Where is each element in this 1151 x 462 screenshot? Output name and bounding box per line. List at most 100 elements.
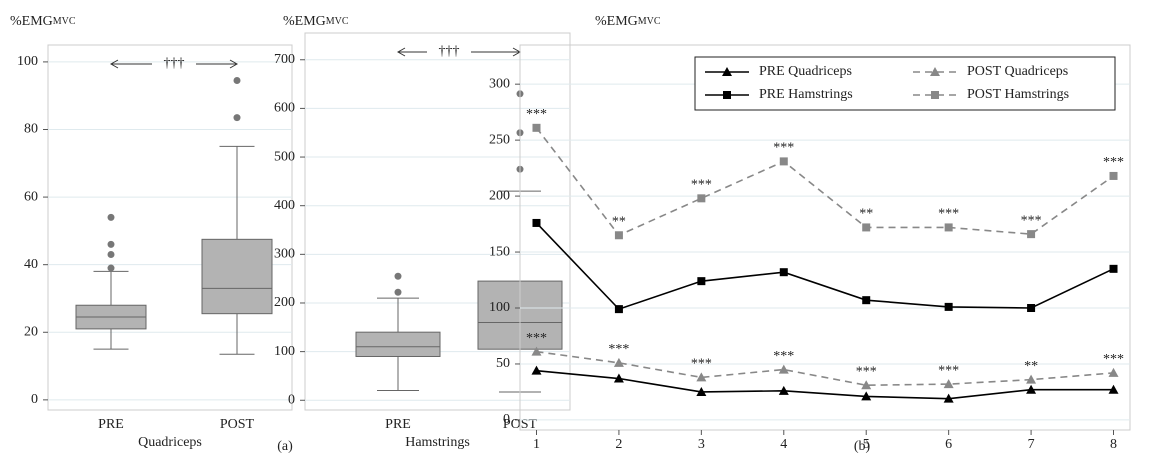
y-tick-label: 0 <box>503 412 510 427</box>
point <box>944 302 953 311</box>
y-axis-label: %EMGMVC <box>283 14 349 29</box>
point <box>1108 384 1119 394</box>
outlier <box>107 251 115 259</box>
y-tick-label: 60 <box>24 189 38 204</box>
panel-label: (a) <box>277 439 293 454</box>
plot-frame <box>47 44 293 411</box>
y-tick-label: 400 <box>274 198 295 213</box>
y-tick-label: 0 <box>31 392 38 407</box>
legend-label: POST Hamstrings <box>967 87 1069 102</box>
point-label: *** <box>938 207 959 222</box>
point <box>943 379 954 389</box>
legend-marker <box>931 91 939 99</box>
point <box>779 157 788 166</box>
y-label-sub: MVC <box>638 16 661 27</box>
x-axis-label: Hamstrings <box>405 435 470 450</box>
point <box>696 372 707 382</box>
point-label: *** <box>1021 213 1042 228</box>
point <box>613 373 624 383</box>
y-tick-label: 200 <box>489 188 510 203</box>
outlier <box>394 272 402 280</box>
point <box>614 305 623 314</box>
point <box>944 223 953 232</box>
outlier <box>233 76 241 84</box>
outlier <box>107 240 115 248</box>
x-tick-label: 7 <box>1028 437 1035 452</box>
outlier <box>233 114 241 122</box>
x-axis-label: Quadriceps <box>138 435 202 450</box>
x-tick-label: PRE <box>385 417 411 432</box>
point <box>532 123 541 132</box>
point <box>1027 304 1036 313</box>
x-tick-label: 4 <box>780 437 787 452</box>
series-line <box>535 127 1114 237</box>
arrow-head <box>396 47 406 57</box>
point-label: *** <box>856 364 877 379</box>
point <box>1108 367 1119 377</box>
point <box>778 385 789 395</box>
point <box>862 296 871 305</box>
arrow-head <box>109 59 119 69</box>
point-label: ** <box>1024 359 1038 374</box>
y-tick-label: 700 <box>274 52 295 67</box>
legend-box <box>694 56 1116 111</box>
point <box>532 218 541 227</box>
outlier <box>107 213 115 221</box>
y-tick-label: 200 <box>274 295 295 310</box>
x-tick-label: 6 <box>945 437 952 452</box>
point <box>1026 384 1037 394</box>
point <box>779 268 788 277</box>
point-label: *** <box>691 357 712 372</box>
y-tick-label: 20 <box>24 324 38 339</box>
y-tick-label: 40 <box>24 257 38 272</box>
y-axis-label: %EMGMVC <box>10 14 76 29</box>
point-label: *** <box>526 107 547 122</box>
outlier <box>107 264 115 272</box>
y-label-sub: MVC <box>326 16 349 27</box>
x-tick-label: 2 <box>615 437 622 452</box>
point <box>697 194 706 203</box>
annotation: ††† <box>439 44 460 59</box>
y-tick-label: 50 <box>496 356 510 371</box>
point-label: *** <box>773 141 794 156</box>
point <box>778 364 789 374</box>
point <box>614 231 623 240</box>
point <box>1027 230 1036 239</box>
y-tick-label: 250 <box>489 132 510 147</box>
x-tick-label: 1 <box>533 437 540 452</box>
point-label: *** <box>526 331 547 346</box>
y-tick-label: 100 <box>17 54 38 69</box>
point <box>861 380 872 390</box>
point <box>531 346 542 356</box>
point-label: *** <box>691 178 712 193</box>
point <box>861 391 872 401</box>
legend-marker <box>723 91 731 99</box>
point-label: ** <box>859 207 873 222</box>
point-label: *** <box>1103 155 1124 170</box>
plot-frame <box>304 32 571 411</box>
point-label: *** <box>938 363 959 378</box>
point-label: *** <box>773 349 794 364</box>
y-label-sub: MVC <box>53 16 76 27</box>
point-label: *** <box>608 342 629 357</box>
x-tick-label: 8 <box>1110 437 1117 452</box>
point <box>862 223 871 232</box>
y-tick-label: 100 <box>489 300 510 315</box>
box <box>355 331 441 357</box>
legend-marker <box>930 67 940 76</box>
x-tick-label: POST <box>220 417 255 432</box>
arrow-head <box>229 59 239 69</box>
y-axis-label: %EMGMVC <box>595 14 661 29</box>
x-tick-label: 5 <box>863 437 870 452</box>
point <box>1109 171 1118 180</box>
legend-label: POST Quadriceps <box>967 64 1068 79</box>
x-tick-label: 3 <box>698 437 705 452</box>
point <box>1109 264 1118 273</box>
y-label-main: %EMG <box>283 14 326 29</box>
point <box>943 393 954 403</box>
y-tick-label: 500 <box>274 149 295 164</box>
point <box>697 277 706 286</box>
y-label-main: %EMG <box>595 14 638 29</box>
series-line <box>535 222 1114 311</box>
